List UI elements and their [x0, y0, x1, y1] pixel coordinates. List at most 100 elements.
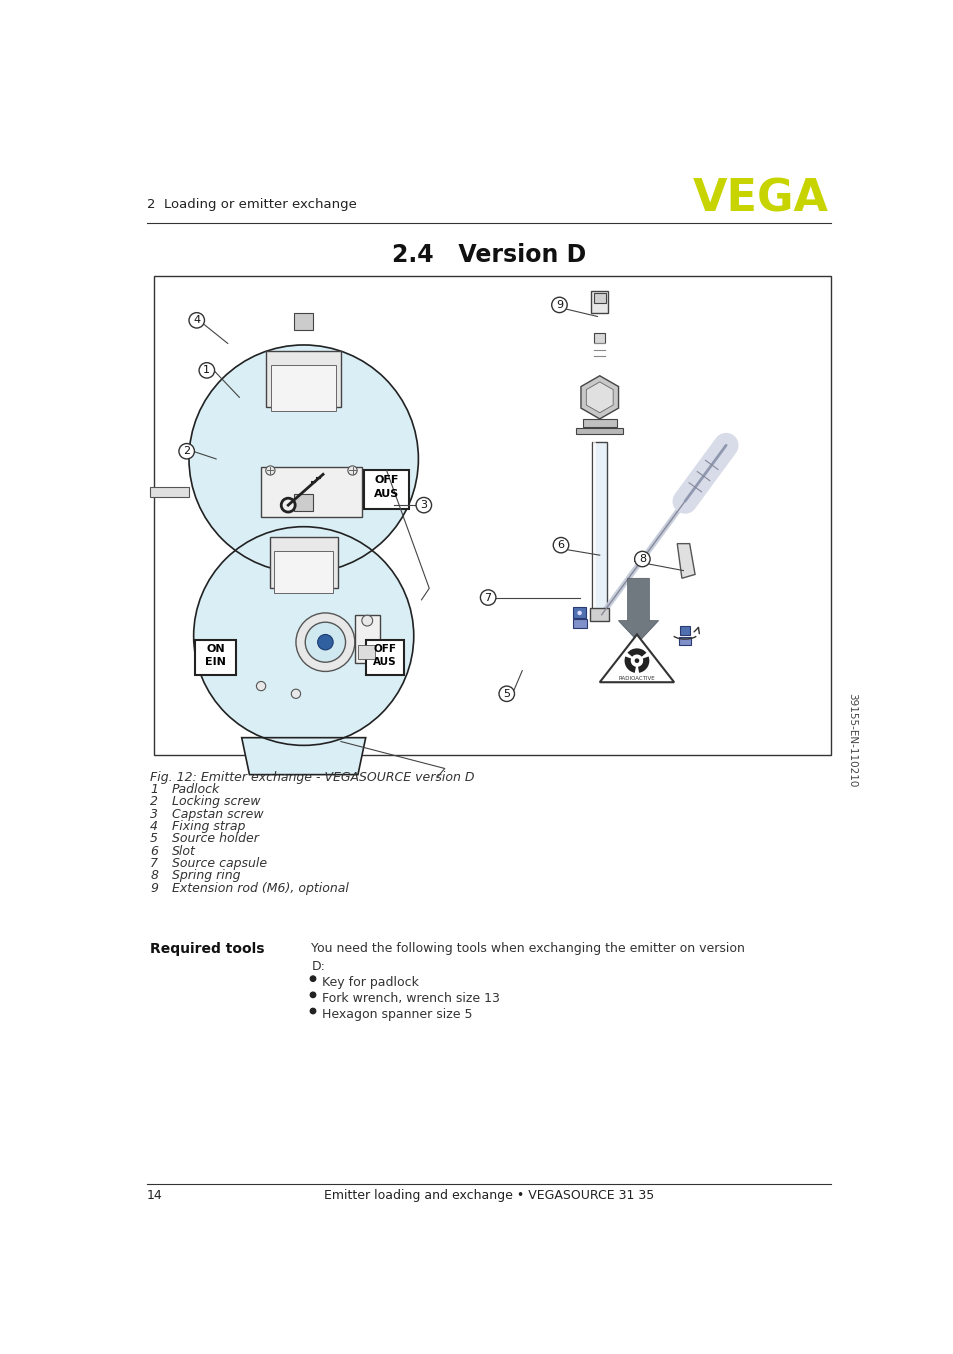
Text: 6: 6 — [150, 845, 158, 857]
Text: You need the following tools when exchanging the emitter on version
D:: You need the following tools when exchan… — [311, 942, 744, 972]
Circle shape — [266, 466, 274, 475]
Text: Key for padlock: Key for padlock — [322, 976, 418, 988]
Circle shape — [634, 658, 639, 663]
Text: Source holder: Source holder — [172, 833, 258, 845]
Bar — [271, 366, 335, 412]
Text: Padlock: Padlock — [172, 783, 220, 796]
Text: Fixing strap: Fixing strap — [172, 821, 245, 833]
Polygon shape — [677, 543, 695, 578]
Text: 7: 7 — [484, 593, 491, 603]
Bar — [591, 291, 608, 313]
Text: OFF: OFF — [374, 475, 398, 485]
Circle shape — [498, 686, 514, 701]
Bar — [294, 313, 313, 329]
Circle shape — [553, 538, 568, 552]
Polygon shape — [241, 738, 365, 774]
Bar — [195, 640, 235, 676]
Text: 2.4   Version D: 2.4 Version D — [392, 242, 585, 267]
Bar — [573, 607, 585, 617]
Wedge shape — [624, 657, 636, 673]
Circle shape — [634, 551, 649, 567]
Bar — [593, 294, 605, 303]
Text: EIN: EIN — [205, 657, 226, 666]
Circle shape — [295, 613, 355, 672]
Circle shape — [310, 976, 315, 982]
Circle shape — [480, 590, 496, 605]
Bar — [266, 351, 340, 406]
Bar — [154, 276, 831, 756]
Text: Fig. 12: Emitter exchange - VEGASOURCE version D: Fig. 12: Emitter exchange - VEGASOURCE v… — [150, 770, 475, 784]
Bar — [594, 333, 604, 344]
Bar — [270, 538, 337, 588]
Circle shape — [365, 483, 381, 500]
Text: Extension rod (M6), optional: Extension rod (M6), optional — [172, 881, 349, 895]
Circle shape — [317, 635, 333, 650]
Text: AUS: AUS — [373, 657, 396, 666]
Text: OFF: OFF — [374, 645, 396, 654]
Circle shape — [291, 689, 300, 699]
Text: 1: 1 — [203, 366, 210, 375]
Text: 1: 1 — [150, 783, 158, 796]
Circle shape — [256, 681, 266, 691]
Text: ON: ON — [206, 645, 224, 654]
Circle shape — [416, 497, 431, 513]
Circle shape — [551, 298, 567, 313]
Circle shape — [305, 623, 345, 662]
Text: 39155-EN-110210: 39155-EN-110210 — [846, 693, 857, 787]
Text: 4: 4 — [150, 821, 158, 833]
Polygon shape — [237, 565, 369, 604]
Text: Spring ring: Spring ring — [172, 869, 240, 883]
Text: 9: 9 — [556, 301, 562, 310]
Text: 4: 4 — [193, 315, 200, 325]
Text: AUS: AUS — [374, 489, 399, 498]
Text: 5: 5 — [503, 689, 510, 699]
Text: Slot: Slot — [172, 845, 195, 857]
Text: 9: 9 — [150, 881, 158, 895]
Text: Fork wrench, wrench size 13: Fork wrench, wrench size 13 — [322, 991, 499, 1005]
Circle shape — [578, 612, 580, 615]
Polygon shape — [580, 376, 618, 418]
Circle shape — [310, 992, 315, 998]
Polygon shape — [586, 382, 613, 413]
Circle shape — [310, 1009, 315, 1014]
Bar — [572, 619, 586, 628]
Bar — [365, 640, 404, 676]
Text: 7: 7 — [150, 857, 158, 871]
Circle shape — [189, 313, 204, 328]
Circle shape — [189, 345, 418, 573]
Text: VEGA: VEGA — [693, 177, 828, 221]
Bar — [582, 418, 617, 427]
Text: Required tools: Required tools — [150, 942, 265, 956]
Bar — [355, 615, 379, 663]
Text: 14: 14 — [147, 1189, 163, 1202]
Text: 2: 2 — [183, 447, 190, 456]
Bar — [679, 636, 691, 645]
Bar — [294, 494, 313, 512]
Text: Hexagon spanner size 5: Hexagon spanner size 5 — [322, 1007, 473, 1021]
Text: Source capsule: Source capsule — [172, 857, 267, 871]
Circle shape — [193, 527, 414, 745]
Text: Emitter loading and exchange • VEGASOURCE 31 35: Emitter loading and exchange • VEGASOURC… — [323, 1189, 654, 1202]
Text: 2: 2 — [150, 795, 158, 808]
FancyArrow shape — [618, 578, 658, 642]
Text: Capstan screw: Capstan screw — [172, 808, 263, 821]
Circle shape — [361, 615, 373, 626]
Circle shape — [179, 444, 194, 459]
Circle shape — [199, 363, 214, 378]
Text: 6: 6 — [557, 540, 564, 550]
Text: 3: 3 — [150, 808, 158, 821]
Bar — [274, 551, 333, 593]
Bar — [592, 441, 607, 609]
Bar — [261, 467, 361, 517]
Wedge shape — [638, 657, 649, 673]
Bar — [150, 486, 189, 497]
Text: 3: 3 — [420, 500, 427, 510]
Polygon shape — [599, 635, 674, 682]
Bar — [576, 428, 622, 435]
Circle shape — [348, 466, 356, 475]
Text: Locking screw: Locking screw — [172, 795, 260, 808]
Bar — [590, 608, 608, 620]
Text: 5: 5 — [150, 833, 158, 845]
Circle shape — [632, 657, 641, 665]
Text: 8: 8 — [639, 554, 645, 565]
